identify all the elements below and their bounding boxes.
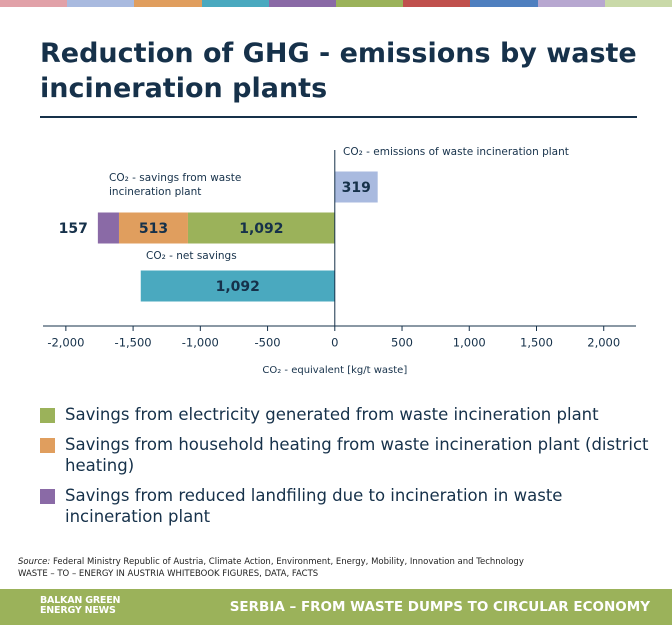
x-tick-label: -1,000	[182, 336, 219, 350]
stripe	[537, 0, 605, 7]
stripe	[201, 0, 269, 7]
rule	[40, 116, 637, 118]
legend-item: Savings from electricity generated from …	[40, 404, 650, 425]
stripe	[268, 0, 336, 7]
bar	[187, 212, 335, 244]
legend-swatch	[40, 438, 55, 453]
category-label: CO₂ - net savings	[146, 250, 237, 262]
x-tick-label: 1,000	[453, 336, 486, 350]
legend-label: Savings from electricity generated from …	[65, 405, 599, 424]
stripe	[604, 0, 672, 7]
legend-swatch	[40, 408, 55, 423]
x-tick-label: -1,500	[115, 336, 152, 350]
stripe	[67, 0, 135, 7]
x-tick-label: -500	[255, 336, 281, 350]
footer-title: SERBIA – FROM WASTE DUMPS TO CIRCULAR EC…	[229, 599, 650, 615]
bar	[334, 171, 378, 203]
x-tick-label: 1,500	[520, 336, 553, 350]
brand-line: BALKAN GREEN	[40, 595, 121, 606]
legend-label: Savings from household heating from wast…	[65, 435, 649, 475]
stripe	[134, 0, 202, 7]
stripe	[0, 0, 68, 7]
source-text: Federal Ministry Republic of Austria, Cl…	[52, 557, 524, 567]
legend-item: Savings from reduced landfiling due to i…	[40, 485, 650, 527]
legend-item: Savings from household heating from wast…	[40, 434, 650, 476]
source-line: Source: Federal Ministry Republic of Aus…	[18, 556, 524, 568]
legend-label: Savings from reduced landfiling due to i…	[65, 486, 563, 526]
x-tick-label: -2,000	[47, 336, 84, 350]
stripe	[336, 0, 404, 7]
bar	[97, 212, 119, 244]
source-label: Source:	[18, 557, 51, 567]
category-label: CO₂ - emissions of waste incineration pl…	[343, 146, 569, 158]
x-axis-label: CO₂ - equivalent [kg/t waste]	[262, 365, 407, 376]
x-tick-label: 0	[331, 336, 338, 350]
bar	[140, 270, 335, 302]
value-label: 157	[59, 221, 88, 237]
value-label: 513	[139, 221, 168, 237]
brand-line: ENERGY NEWS	[40, 605, 116, 616]
chart: -2,000 -1,500 -1,000 -500 0 500 1,000 1,500 2,00…	[43, 150, 636, 376]
chart-title: Reduction of GHG - emissions by waste in…	[40, 38, 637, 104]
bar	[118, 212, 188, 244]
category-label: CO₂ - savings from waste incineration pl…	[109, 172, 242, 198]
x-tick-label: 500	[391, 336, 413, 350]
annotation: 1,092	[216, 279, 260, 295]
brand: BALKAN GREEN ENERGY NEWS	[40, 596, 120, 616]
legend: Savings from electricity generated from …	[40, 404, 650, 536]
source: Source: Federal Ministry Republic of Aus…	[18, 556, 524, 580]
x-tick-label: 2,000	[587, 336, 620, 350]
legend-swatch	[40, 489, 55, 504]
footer: BALKAN GREEN ENERGY NEWS SERBIA – FROM W…	[0, 589, 672, 625]
stripe	[470, 0, 538, 7]
value-label: 319	[342, 180, 371, 196]
source-line: WASTE – TO – ENERGY IN AUSTRIA WHITEBOOK…	[18, 569, 319, 579]
stripe	[403, 0, 471, 7]
value-label: 1,092	[239, 221, 283, 237]
